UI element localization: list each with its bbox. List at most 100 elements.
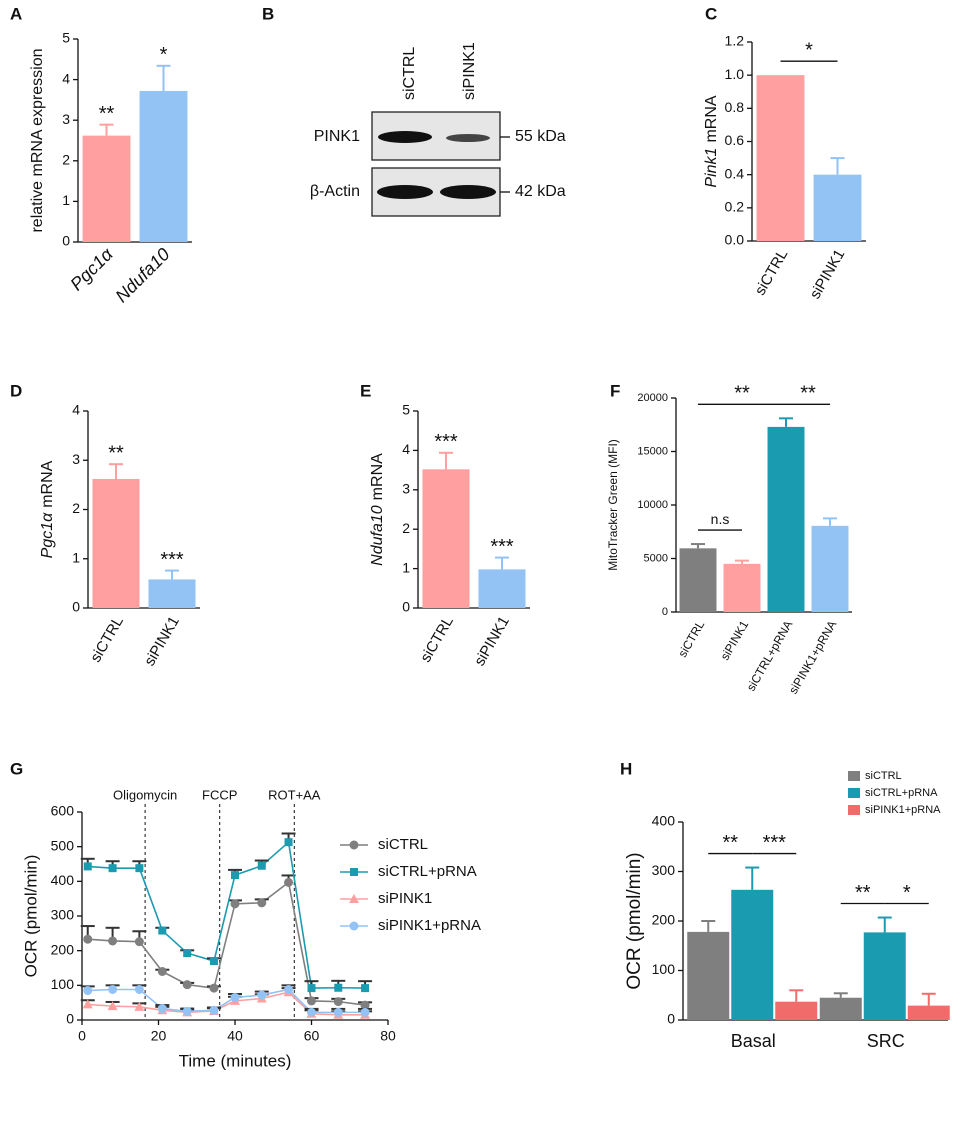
marker (284, 877, 294, 887)
y-tick-label: 2 (62, 152, 70, 168)
y-axis-label: relative mRNA expression (29, 48, 46, 232)
blot-band (446, 134, 490, 142)
series-line (87, 991, 366, 1016)
marker (135, 864, 144, 873)
x-tick-label: siCTRL (752, 246, 792, 298)
y-tick-label: 0 (72, 599, 80, 615)
y-tick-label: 3 (72, 451, 80, 467)
x-tick-label: siCTRL (675, 618, 707, 660)
blot-band (378, 131, 432, 143)
marker (333, 997, 343, 1007)
marker (82, 999, 93, 1009)
size-label: 42 kDa (515, 183, 566, 200)
legend-swatch (848, 805, 860, 815)
x-tick-label: siPINK1 (141, 613, 183, 668)
x-tick-label: 0 (78, 1028, 86, 1044)
marker (83, 986, 93, 996)
significance-label: *** (763, 832, 787, 854)
y-tick-label: 0 (62, 233, 70, 249)
x-tick-label: siPINK1 (471, 613, 513, 668)
y-tick-label: 4 (62, 70, 70, 86)
marker (334, 983, 343, 992)
panel-letter: F (610, 381, 620, 400)
marker (284, 984, 294, 994)
marker (361, 984, 370, 993)
event-label: FCCP (202, 787, 237, 802)
y-axis-label-gene: Pink1 (703, 148, 720, 188)
y-axis-label: MitoTracker Green (MFI) (606, 439, 620, 571)
x-tick-label: Pgc1α (66, 244, 117, 295)
lane-label: siCTRL (401, 47, 418, 100)
significance-label: *** (490, 536, 514, 558)
y-tick-label: 3 (62, 111, 70, 127)
y-axis-label-gene: Pgc1α (39, 512, 56, 558)
y-tick-label: 0.2 (725, 199, 745, 215)
bar (775, 1001, 818, 1020)
marker (108, 936, 118, 946)
significance-label: ** (855, 882, 871, 904)
panel-letter: C (705, 4, 717, 23)
y-tick-label: 5 (402, 402, 410, 418)
marker (307, 984, 316, 993)
marker (157, 1004, 167, 1014)
bar (723, 563, 761, 612)
marker (83, 934, 93, 944)
marker (230, 992, 240, 1002)
series-line (87, 840, 366, 989)
protein-label: β-Actin (310, 183, 360, 200)
y-tick-label: 200 (51, 941, 75, 957)
bar (813, 174, 862, 241)
marker (107, 1001, 118, 1011)
marker (182, 1006, 192, 1016)
y-tick-label: 400 (51, 872, 75, 888)
bar (422, 469, 470, 608)
event-label: ROT+AA (268, 787, 321, 802)
y-axis-label-text: mRNA (703, 95, 720, 142)
marker (83, 862, 92, 871)
series-line (87, 880, 366, 1006)
marker (134, 984, 144, 994)
x-tick-label: siCTRL (417, 613, 457, 665)
y-tick-label: 5 (62, 30, 70, 46)
x-tick-label: 20 (151, 1028, 167, 1044)
marker (108, 864, 117, 873)
legend-label: siCTRL+pRNA (865, 787, 938, 799)
y-tick-label: 2 (402, 520, 410, 536)
marker (349, 840, 359, 850)
y-axis-label: Pink1 mRNA (703, 95, 720, 187)
y-axis-label: OCR (pmol/min) (21, 855, 40, 978)
y-tick-label: 0 (667, 1011, 675, 1027)
bar (679, 548, 717, 612)
x-tick-label: siCTRL (87, 613, 127, 665)
marker (158, 926, 167, 935)
y-tick-label: 0 (66, 1011, 74, 1027)
marker (230, 899, 240, 909)
marker (108, 984, 118, 994)
marker (209, 1005, 219, 1015)
panel-letter: G (10, 759, 23, 778)
marker (307, 1007, 316, 1017)
y-tick-label: 20000 (637, 392, 668, 404)
y-tick-label: 100 (51, 976, 75, 992)
bar (756, 75, 805, 242)
lane-label: siPINK1 (461, 42, 478, 100)
bar (92, 478, 140, 608)
significance-label: * (805, 39, 813, 61)
y-tick-label: 15000 (637, 445, 668, 457)
y-tick-label: 2 (72, 500, 80, 516)
x-tick-label: Basal (731, 1031, 776, 1051)
marker (307, 996, 316, 1006)
bar (811, 525, 849, 612)
y-tick-label: 0.4 (725, 165, 745, 181)
panel-letter: A (10, 4, 22, 23)
marker (257, 861, 266, 870)
panel-letter: H (620, 759, 632, 778)
y-tick-label: 500 (51, 837, 75, 853)
bar (907, 1005, 950, 1020)
blot-band (440, 185, 496, 199)
x-tick-label: siPINK1 (807, 246, 849, 301)
protein-label: PINK1 (314, 128, 360, 145)
x-tick-label: siPINK1+pRNA (786, 618, 839, 696)
marker (349, 894, 359, 903)
